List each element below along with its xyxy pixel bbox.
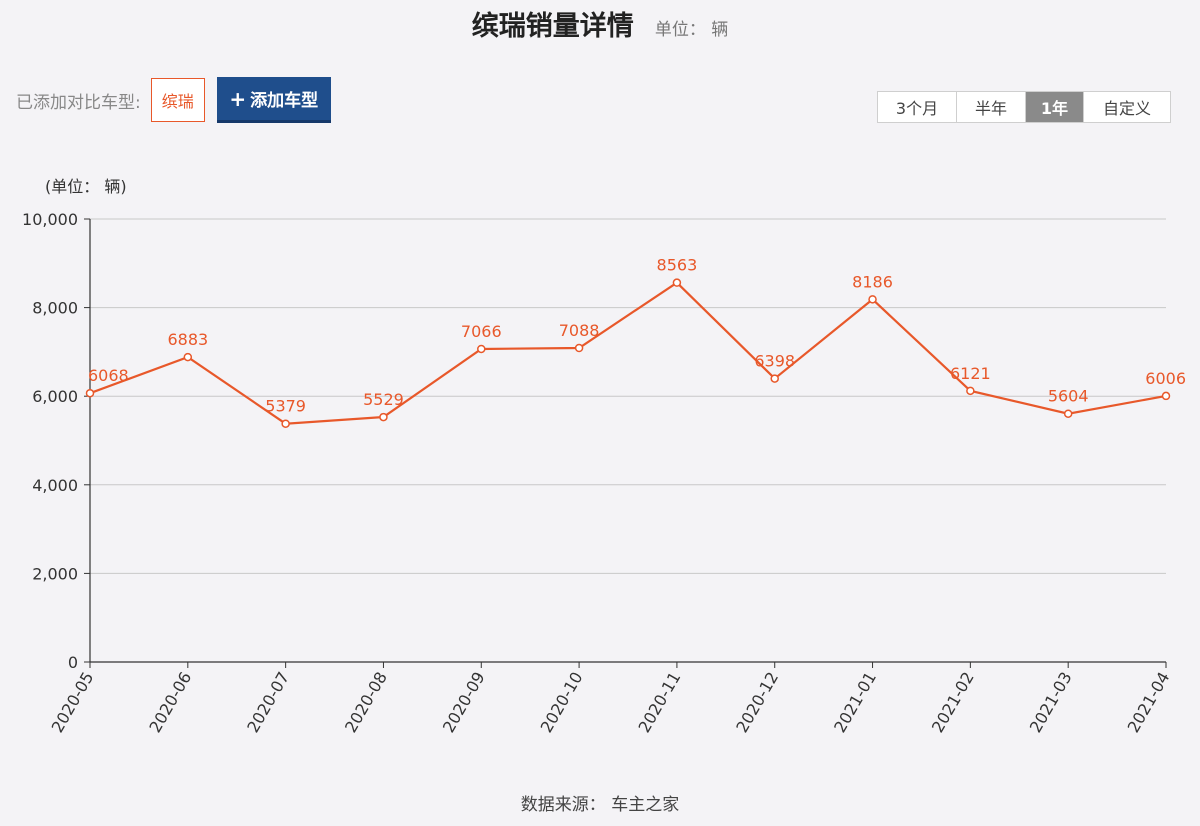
grid-lines: [90, 218, 1166, 574]
axes: [84, 218, 1167, 668]
x-tick-label: 2020-09: [439, 669, 489, 736]
data-point[interactable]: [1161, 391, 1171, 401]
data-labels: 6068 6883 5379 5529 7066 7088 8563 6398 8186 6121…: [88, 256, 1186, 416]
compare-label: 已添加对比车型:: [16, 92, 141, 113]
series-line: [89, 281, 1167, 425]
y-tick-label: 0: [68, 653, 78, 672]
data-label: 8563: [657, 256, 698, 275]
data-point[interactable]: [85, 388, 95, 398]
data-points: [85, 278, 1171, 428]
data-label: 5529: [363, 390, 404, 409]
x-tick-label: 2020-10: [537, 669, 587, 736]
data-point[interactable]: [868, 295, 877, 304]
data-label: 6121: [950, 364, 991, 383]
x-tick-label: 2020-07: [243, 669, 293, 736]
x-tick-label: 2021-02: [928, 669, 978, 736]
title-unit: 单位： 辆: [654, 20, 729, 40]
data-point[interactable]: [183, 352, 193, 362]
page-title: 缤瑞销量详情: [471, 11, 634, 42]
data-label: 5379: [265, 397, 306, 416]
data-point[interactable]: [477, 344, 486, 354]
x-tick-label: 2021-03: [1026, 669, 1076, 736]
y-tick-label: 2,000: [32, 564, 78, 583]
x-tick-labels: 2020-05 2020-06 2020-07 2020-08 2020-09 2020-…: [48, 669, 1174, 736]
x-tick-label: 2021-01: [830, 669, 880, 736]
data-label: 5604: [1048, 387, 1089, 406]
add-model-button[interactable]: + 添加车型: [216, 77, 331, 123]
data-point[interactable]: [281, 419, 290, 428]
y-tick-label: 8,000: [32, 299, 78, 318]
time-range-selector: 3个月 半年 1年 自定义: [877, 91, 1171, 123]
compare-row: 已添加对比车型: 缤瑞 + 添加车型: [16, 77, 331, 123]
y-tick-labels: 0 2,000 4,000 6,000 8,000 10,000: [22, 210, 78, 672]
y-tick-label: 10,000: [22, 210, 78, 229]
x-tick-label: 2021-04: [1124, 669, 1174, 736]
range-3-months-button[interactable]: 3个月: [878, 92, 957, 122]
model-chip-binrui[interactable]: 缤瑞: [150, 78, 205, 122]
data-point[interactable]: [672, 278, 682, 287]
x-tick-label: 2020-05: [48, 669, 98, 736]
x-tick-label: 2020-08: [341, 669, 391, 736]
data-label: 7066: [461, 322, 502, 341]
data-point[interactable]: [1063, 409, 1073, 418]
range-1-year-button[interactable]: 1年: [1026, 92, 1084, 122]
data-label: 6068: [88, 366, 129, 385]
y-unit-label: (单位： 辆): [45, 177, 127, 196]
chart-header: 缤瑞销量详情 单位： 辆: [0, 4, 1200, 43]
add-model-label: 添加车型: [250, 91, 319, 111]
x-tick-label: 2020-11: [634, 669, 684, 736]
sales-line-chart: (单位： 辆) 0 2,000 4,000 6,000 8,000 10,000 2020…: [22, 177, 1186, 736]
data-label: 8186: [852, 272, 893, 291]
range-custom-button[interactable]: 自定义: [1102, 99, 1151, 118]
y-tick-label: 4,000: [32, 476, 78, 495]
data-point[interactable]: [379, 412, 388, 422]
data-label: 6006: [1145, 369, 1186, 388]
data-label: 6883: [167, 330, 208, 349]
data-point[interactable]: [574, 343, 584, 353]
y-tick-label: 6,000: [32, 387, 78, 406]
data-source: 数据来源： 车主之家: [520, 795, 680, 815]
range-half-year-button[interactable]: 半年: [957, 92, 1026, 122]
data-point[interactable]: [770, 374, 779, 383]
data-point[interactable]: [966, 386, 975, 396]
data-label: 7088: [559, 321, 600, 340]
series-line-path: [89, 281, 1167, 425]
plus-icon: +: [229, 86, 247, 111]
x-tick-label: 2020-06: [145, 669, 195, 736]
data-label: 6398: [754, 352, 795, 371]
x-tick-label: 2020-12: [732, 669, 782, 736]
